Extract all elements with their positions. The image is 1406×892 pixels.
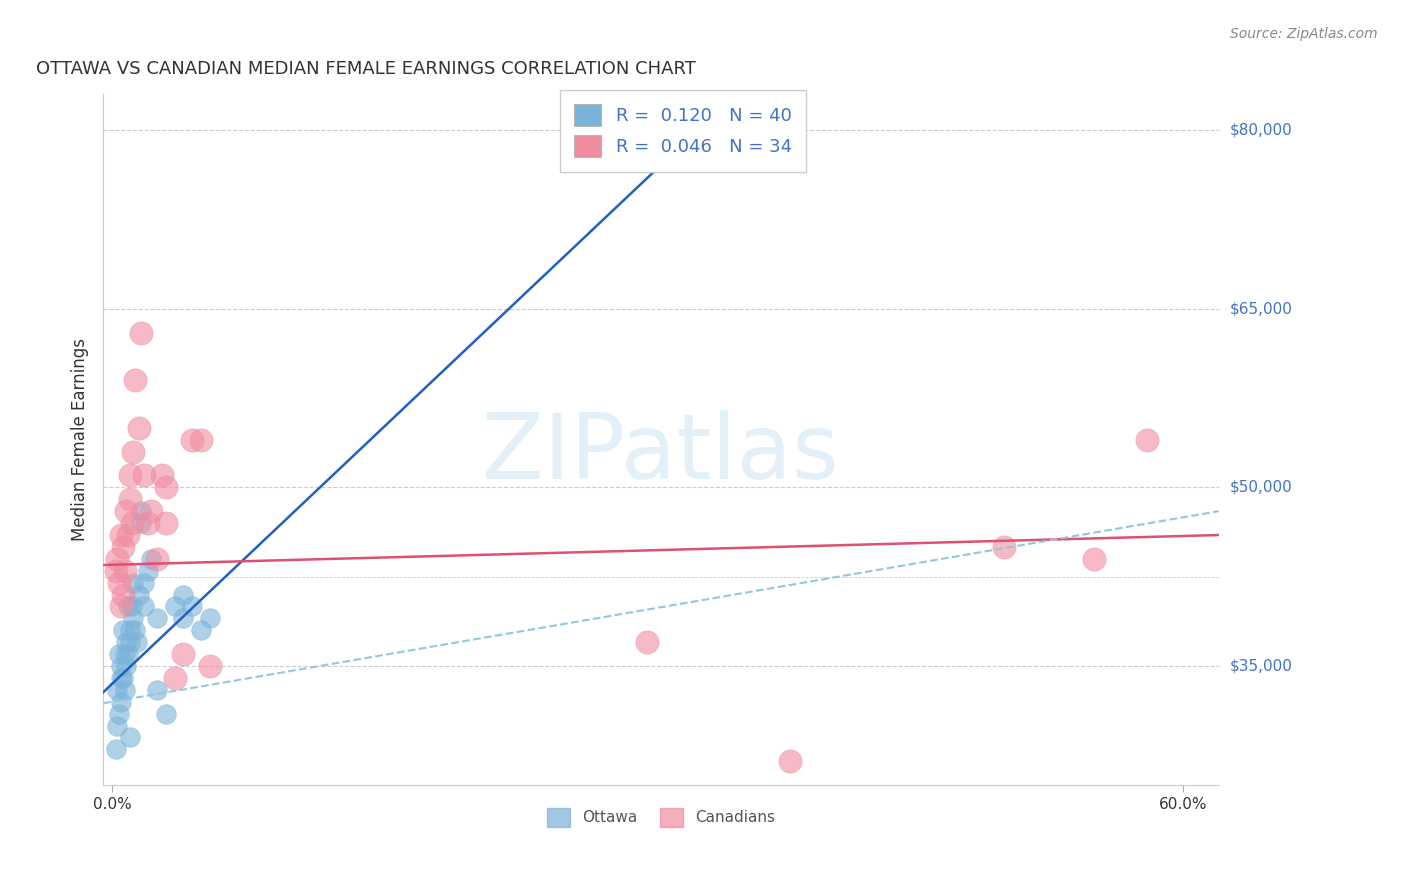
Point <box>107 682 129 697</box>
Point <box>122 611 145 625</box>
Point <box>1136 433 1159 447</box>
Point <box>150 468 173 483</box>
Point <box>111 540 134 554</box>
Point <box>181 599 204 614</box>
Point <box>117 528 139 542</box>
Point <box>118 492 141 507</box>
Point <box>200 611 222 625</box>
Point <box>190 433 212 447</box>
Point <box>163 599 186 614</box>
Point <box>136 516 159 530</box>
Point <box>104 564 127 578</box>
Point <box>115 504 138 518</box>
Point <box>110 695 132 709</box>
Point <box>108 647 131 661</box>
Point <box>136 564 159 578</box>
Point <box>114 564 136 578</box>
Point <box>172 588 194 602</box>
Point <box>124 373 146 387</box>
Point <box>118 624 141 638</box>
Point <box>107 718 129 732</box>
Point <box>145 611 167 625</box>
Point <box>108 706 131 721</box>
Point <box>779 754 801 768</box>
Point <box>134 575 156 590</box>
Text: OTTAWA VS CANADIAN MEDIAN FEMALE EARNINGS CORRELATION CHART: OTTAWA VS CANADIAN MEDIAN FEMALE EARNING… <box>37 60 696 78</box>
Point <box>115 635 138 649</box>
Point <box>107 552 129 566</box>
Point <box>163 671 186 685</box>
Point <box>200 659 222 673</box>
Point <box>110 528 132 542</box>
Point <box>134 468 156 483</box>
Point <box>128 588 150 602</box>
Point <box>155 706 177 721</box>
Point <box>125 635 148 649</box>
Point <box>128 421 150 435</box>
Point <box>172 611 194 625</box>
Point <box>172 647 194 661</box>
Legend: Ottawa, Canadians: Ottawa, Canadians <box>540 802 782 833</box>
Point <box>134 599 156 614</box>
Point <box>155 516 177 530</box>
Point <box>121 516 143 530</box>
Text: $35,000: $35,000 <box>1230 658 1292 673</box>
Point <box>114 682 136 697</box>
Point <box>117 647 139 661</box>
Point <box>637 635 659 649</box>
Point <box>1083 552 1105 566</box>
Point <box>118 635 141 649</box>
Point <box>110 659 132 673</box>
Point <box>141 504 163 518</box>
Point <box>104 742 127 756</box>
Text: Source: ZipAtlas.com: Source: ZipAtlas.com <box>1230 27 1378 41</box>
Point <box>181 433 204 447</box>
Y-axis label: Median Female Earnings: Median Female Earnings <box>72 338 89 541</box>
Point <box>993 540 1015 554</box>
Point <box>115 659 138 673</box>
Text: $50,000: $50,000 <box>1230 480 1292 495</box>
Point <box>114 647 136 661</box>
Point <box>108 575 131 590</box>
Point <box>122 444 145 458</box>
Point <box>118 731 141 745</box>
Point <box>190 624 212 638</box>
Point <box>110 671 132 685</box>
Point <box>129 326 152 340</box>
Point <box>145 552 167 566</box>
Point <box>155 480 177 494</box>
Point <box>111 624 134 638</box>
Point <box>118 468 141 483</box>
Point <box>122 575 145 590</box>
Point <box>129 516 152 530</box>
Text: $80,000: $80,000 <box>1230 123 1292 137</box>
Point <box>117 599 139 614</box>
Point <box>124 624 146 638</box>
Point <box>111 588 134 602</box>
Point <box>145 682 167 697</box>
Point <box>129 504 152 518</box>
Point <box>110 599 132 614</box>
Text: $65,000: $65,000 <box>1230 301 1292 317</box>
Point <box>141 552 163 566</box>
Point <box>121 599 143 614</box>
Text: ZIPatlas: ZIPatlas <box>482 409 839 498</box>
Point <box>111 671 134 685</box>
